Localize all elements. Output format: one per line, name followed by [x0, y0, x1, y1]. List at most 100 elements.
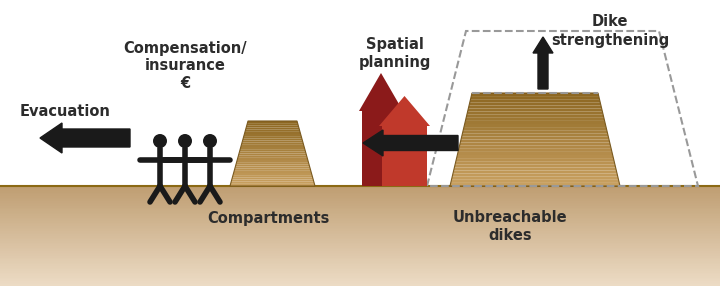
Bar [0, 278, 720, 279]
Bar [0, 234, 720, 236]
Bar [0, 238, 720, 239]
Bar [0, 261, 720, 263]
Bar [0, 214, 720, 216]
Bar [362, 111, 400, 186]
Polygon shape [456, 158, 614, 161]
Bar [0, 254, 720, 256]
Bar [0, 228, 720, 229]
Bar [0, 193, 720, 194]
Bar [0, 264, 720, 266]
Polygon shape [240, 149, 305, 151]
Bar [0, 206, 720, 208]
Polygon shape [239, 151, 306, 154]
Polygon shape [359, 73, 403, 111]
Polygon shape [466, 115, 604, 118]
Bar [0, 199, 720, 201]
Polygon shape [455, 161, 615, 164]
FancyArrow shape [40, 123, 130, 153]
Polygon shape [240, 147, 305, 149]
Polygon shape [464, 121, 606, 124]
Bar [0, 223, 720, 224]
Polygon shape [237, 160, 308, 162]
Polygon shape [461, 136, 609, 140]
Bar [0, 188, 720, 189]
Bar [0, 276, 720, 278]
Bar [0, 221, 720, 223]
Bar [0, 279, 720, 281]
Bar [0, 201, 720, 203]
Polygon shape [457, 152, 613, 155]
Text: Evacuation: Evacuation [20, 104, 111, 118]
Text: Unbreachable
dikes: Unbreachable dikes [453, 210, 567, 243]
Polygon shape [240, 145, 304, 147]
Polygon shape [237, 158, 308, 160]
Bar [0, 251, 720, 253]
Bar [0, 208, 720, 209]
Polygon shape [456, 155, 613, 158]
Polygon shape [450, 183, 620, 186]
Bar [0, 196, 720, 198]
Bar [0, 271, 720, 273]
Polygon shape [235, 164, 310, 166]
Polygon shape [235, 166, 310, 169]
Bar [0, 203, 720, 204]
Polygon shape [231, 180, 314, 182]
Bar [0, 281, 720, 283]
Text: Compensation/
insurance
€: Compensation/ insurance € [123, 41, 247, 92]
Bar [0, 239, 720, 241]
Bar [0, 198, 720, 199]
Polygon shape [242, 140, 303, 143]
Polygon shape [467, 108, 603, 112]
Bar [0, 236, 720, 238]
Bar [0, 263, 720, 264]
Polygon shape [459, 146, 611, 149]
Polygon shape [454, 164, 616, 167]
Polygon shape [246, 125, 299, 128]
Polygon shape [233, 173, 312, 175]
Bar [0, 211, 720, 213]
Bar [0, 219, 720, 221]
Bar [0, 216, 720, 218]
Polygon shape [238, 154, 307, 156]
Circle shape [153, 134, 167, 148]
Bar [0, 218, 720, 219]
Polygon shape [460, 140, 610, 143]
Text: Compartments: Compartments [207, 210, 329, 225]
Text: Dike
strengthening: Dike strengthening [551, 15, 669, 47]
Polygon shape [230, 182, 315, 184]
Bar [0, 191, 720, 193]
Bar [0, 258, 720, 259]
Polygon shape [245, 130, 300, 132]
Bar [0, 186, 720, 188]
Polygon shape [236, 162, 309, 164]
Bar [0, 209, 720, 211]
Bar [0, 283, 720, 284]
Polygon shape [233, 175, 312, 177]
Bar [0, 241, 720, 243]
Bar [0, 213, 720, 214]
Polygon shape [379, 96, 430, 126]
Text: Spatial
planning: Spatial planning [359, 37, 431, 71]
Bar [0, 233, 720, 234]
Polygon shape [451, 180, 619, 183]
Polygon shape [233, 171, 311, 173]
Bar [0, 204, 720, 206]
Bar [0, 249, 720, 251]
Polygon shape [470, 99, 600, 102]
Polygon shape [462, 133, 608, 136]
Circle shape [203, 134, 217, 148]
Bar [0, 269, 720, 271]
Polygon shape [243, 138, 302, 140]
Bar [0, 226, 720, 228]
Polygon shape [238, 156, 307, 158]
Polygon shape [234, 169, 311, 171]
Bar [0, 194, 720, 196]
Bar [0, 243, 720, 244]
Polygon shape [459, 143, 611, 146]
Bar [0, 273, 720, 274]
Polygon shape [471, 96, 600, 99]
FancyArrow shape [363, 130, 458, 156]
Polygon shape [241, 143, 304, 145]
Bar [0, 224, 720, 226]
Polygon shape [247, 123, 298, 125]
